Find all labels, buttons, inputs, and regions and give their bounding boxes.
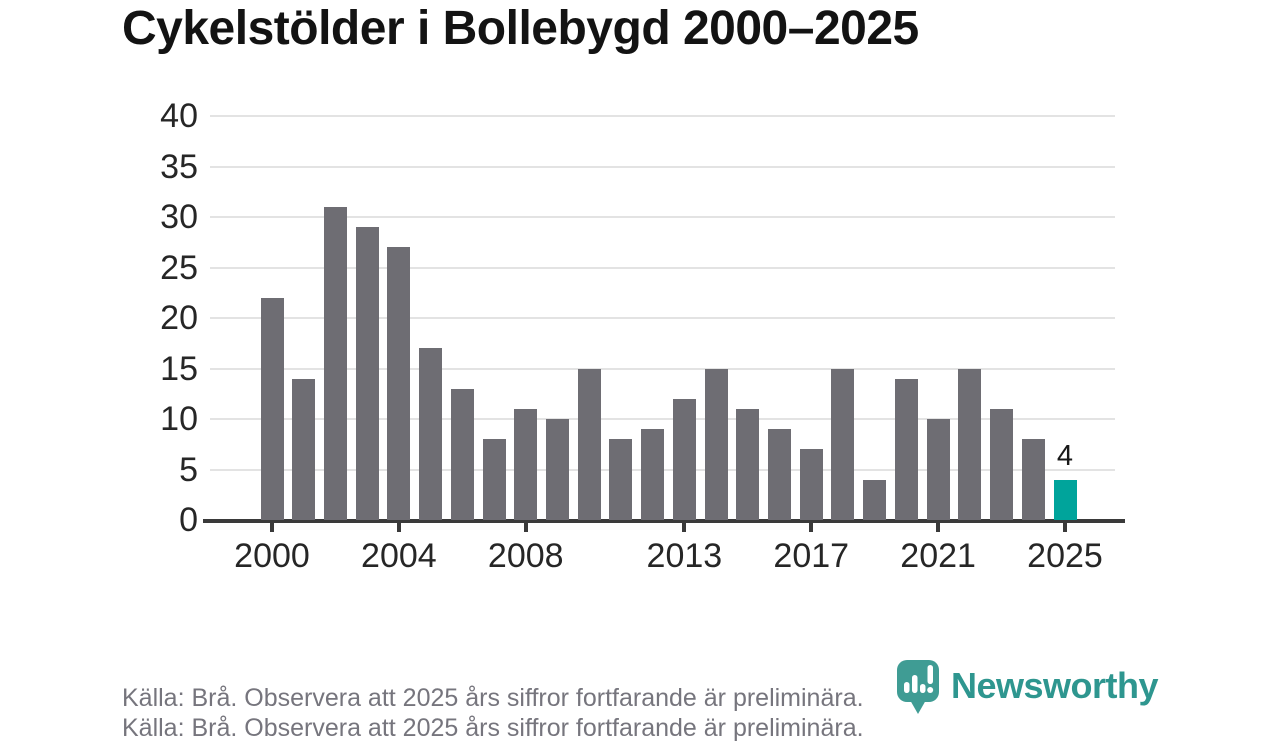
x-axis-label-2000: 2000 — [234, 537, 310, 575]
x-axis-line — [203, 519, 1125, 523]
x-axis-label-2013: 2013 — [646, 537, 723, 575]
bar-2017 — [799, 449, 823, 520]
bar-2013 — [672, 398, 696, 520]
bar-2022 — [958, 368, 982, 520]
y-axis-labels: 0 5 10 15 20 25 30 35 40 — [80, 98, 198, 538]
bar-2025 — [1053, 479, 1077, 520]
x-axis-tick-2004 — [396, 521, 401, 532]
bar-chart-pin-icon — [897, 660, 939, 714]
bar-2005 — [419, 348, 443, 520]
source-note-clipped: Källa: Brå. Observera att 2025 års siffr… — [122, 714, 864, 742]
bar-2021 — [926, 419, 950, 520]
newsworthy-wordmark: Newsworthy — [951, 665, 1159, 706]
x-axis-label-2025: 2025 — [1027, 537, 1103, 575]
x-axis-tick-2021 — [936, 521, 941, 532]
bar-2020 — [894, 378, 918, 520]
bar-2006 — [450, 388, 474, 520]
x-axis-label-2008: 2008 — [487, 537, 564, 575]
bar-2016 — [768, 429, 792, 520]
y-axis-label-35: 35 — [160, 147, 198, 186]
plot-area: 2000 2004 2008 2013 2017 2021 2025 4 — [203, 115, 1125, 575]
x-axis-tick-2017 — [809, 521, 814, 532]
chart-title: Cykelstölder i Bollebygd 2000–2025 — [122, 2, 919, 55]
bar-2019 — [863, 479, 887, 520]
y-axis-label-20: 20 — [160, 299, 198, 337]
bar-2024 — [1021, 439, 1045, 520]
x-axis-tick-2008 — [523, 521, 528, 532]
gridline-40 — [210, 115, 1115, 117]
gridline-15 — [210, 367, 1115, 370]
y-axis-label-25: 25 — [160, 248, 198, 287]
x-axis-label-2017: 2017 — [773, 537, 850, 575]
bar-2011 — [609, 439, 633, 520]
gridline-30 — [210, 216, 1115, 218]
x-axis-label-2004: 2004 — [361, 537, 437, 575]
bar-2009 — [545, 419, 569, 520]
bar-2001 — [292, 378, 316, 520]
y-axis-label-0: 0 — [179, 501, 198, 539]
bar-2004 — [387, 247, 411, 520]
bar-2023 — [990, 408, 1014, 520]
x-axis-tick-2013 — [682, 521, 687, 532]
bar-2015 — [736, 408, 760, 520]
gridline-35 — [210, 165, 1115, 168]
bar-2000 — [260, 297, 284, 520]
bar-value-label: 4 — [1056, 439, 1074, 472]
bar-2003 — [355, 227, 379, 520]
y-axis-label-15: 15 — [160, 349, 198, 388]
bar-2008 — [514, 408, 538, 520]
gridline-25 — [210, 266, 1115, 269]
y-axis-label-5: 5 — [179, 450, 198, 489]
bar-2002 — [323, 206, 347, 520]
y-axis-label-40: 40 — [160, 97, 198, 135]
bar-2018 — [831, 368, 855, 520]
bar-2014 — [704, 368, 728, 520]
gridline-20 — [210, 317, 1115, 319]
bar-2012 — [641, 429, 665, 520]
x-axis-tick-2000 — [270, 521, 274, 532]
y-axis-label-30: 30 — [160, 198, 198, 236]
bar-2010 — [577, 368, 601, 520]
x-axis-label-2021: 2021 — [900, 537, 976, 575]
x-axis-tick-2025 — [1063, 521, 1067, 532]
bar-2007 — [482, 439, 506, 520]
gridline-10 — [210, 418, 1115, 420]
y-axis-label-10: 10 — [160, 400, 198, 438]
source-note: Källa: Brå. Observera att 2025 års siffr… — [122, 684, 864, 712]
